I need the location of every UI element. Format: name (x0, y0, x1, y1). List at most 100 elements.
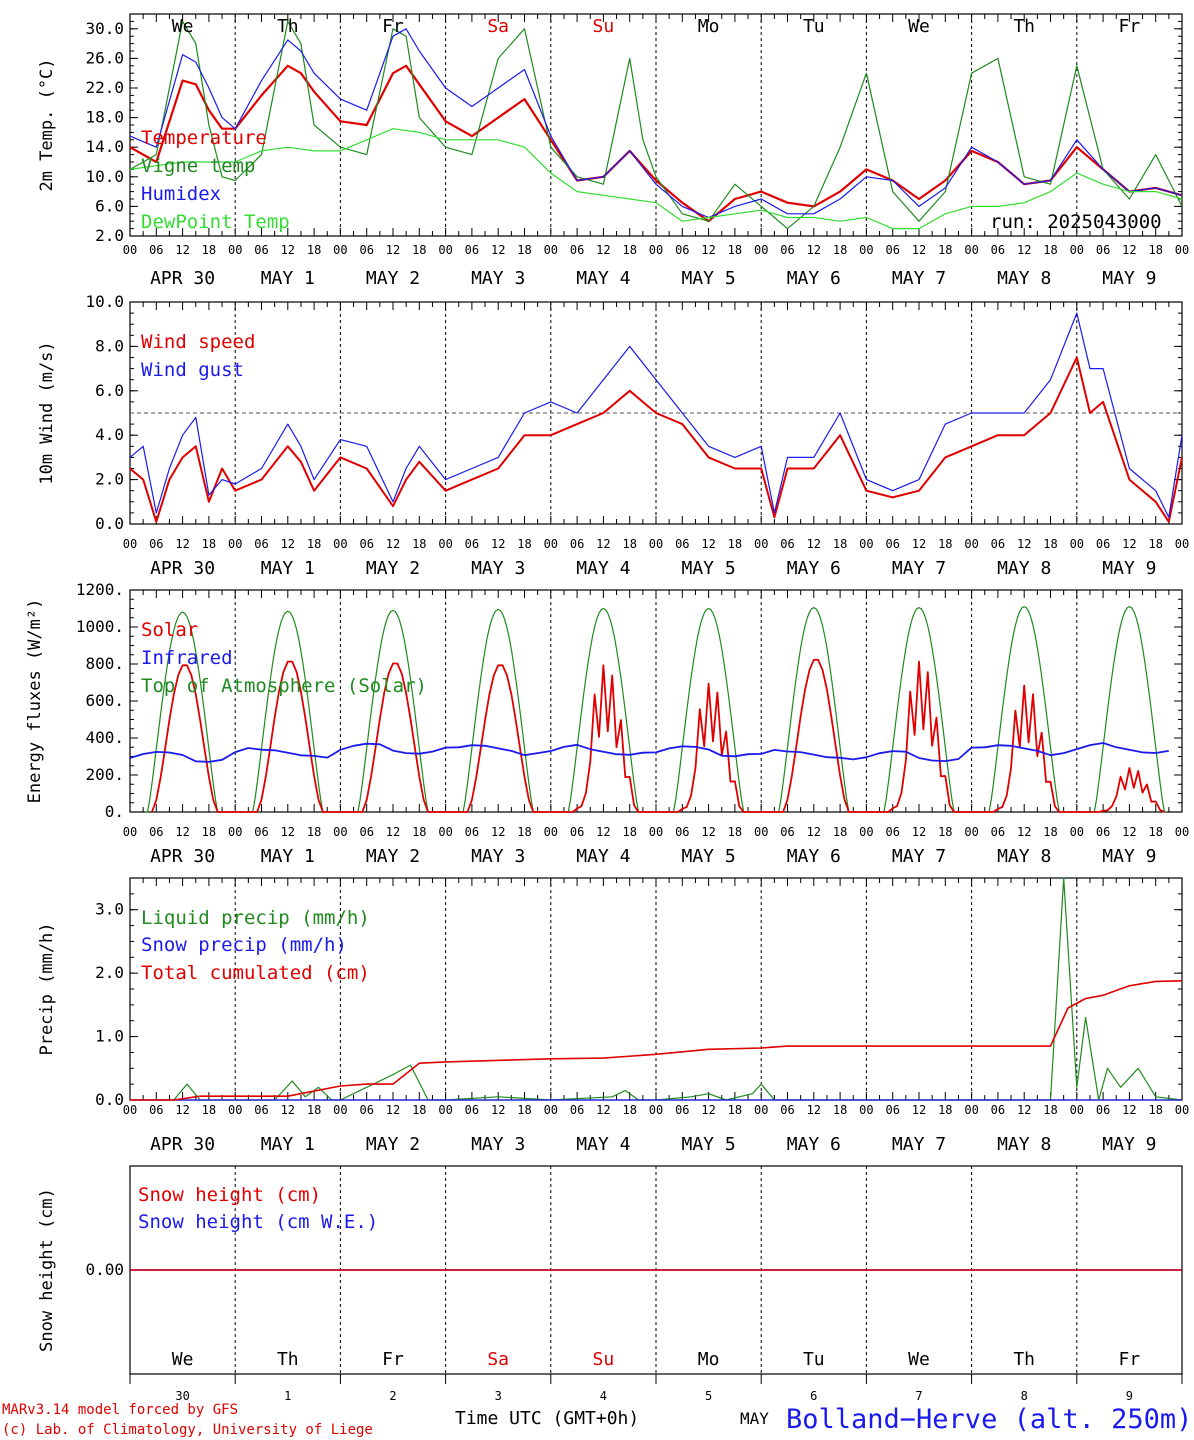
legend-vigne-temp: Vigne temp (141, 155, 255, 177)
hour-label: 12 (1017, 537, 1031, 551)
date-label: MAY 1 (261, 558, 315, 579)
hour-label: 00 (754, 537, 768, 551)
hour-label: 00 (964, 1103, 978, 1117)
legend-solar: Solar (141, 619, 198, 641)
hour-label: 18 (938, 825, 952, 839)
y-axis-title: Precip (mm/h) (37, 922, 57, 1055)
y-tick-label: 400. (85, 728, 124, 747)
hour-label: 12 (1122, 825, 1136, 839)
hour-label: 12 (1122, 537, 1136, 551)
date-label: MAY 2 (366, 846, 420, 867)
day-of-month-label: 6 (810, 1389, 817, 1403)
hour-label: 00 (1175, 537, 1189, 551)
hour-label: 18 (202, 537, 216, 551)
hour-label: 18 (938, 537, 952, 551)
day-of-week-label: Mo (698, 16, 720, 37)
hour-label: 12 (281, 537, 295, 551)
date-label: MAY 8 (997, 558, 1051, 579)
y-tick-label: 26.0 (85, 48, 124, 67)
hour-label: 06 (149, 1103, 163, 1117)
day-of-week-label: Fr (1119, 16, 1141, 37)
hour-label: 18 (307, 243, 321, 257)
hour-label: 00 (754, 1103, 768, 1117)
hour-label: 06 (991, 243, 1005, 257)
hour-label: 18 (517, 1103, 531, 1117)
hour-label: 06 (780, 537, 794, 551)
date-label: MAY 7 (892, 846, 946, 867)
hour-label: 06 (780, 243, 794, 257)
hour-label: 00 (1175, 1103, 1189, 1117)
hour-label: 12 (175, 537, 189, 551)
hour-label: 12 (491, 243, 505, 257)
hour-label: 06 (991, 537, 1005, 551)
x-axis-title: Time UTC (GMT+0h) (455, 1408, 639, 1429)
hour-label: 00 (438, 1103, 452, 1117)
hour-label: 18 (728, 537, 742, 551)
hour-label: 00 (438, 825, 452, 839)
hour-label: 18 (307, 825, 321, 839)
hour-label: 00 (1175, 243, 1189, 257)
series-top-of-atmosphere-solar (145, 605, 1167, 813)
hour-label: 12 (175, 1103, 189, 1117)
hour-label: 00 (123, 825, 137, 839)
hour-label: 12 (491, 1103, 505, 1117)
hour-label: 12 (701, 537, 715, 551)
hour-label: 06 (359, 1103, 373, 1117)
hour-label: 06 (570, 243, 584, 257)
day-of-month-label: 9 (1126, 1389, 1133, 1403)
hour-label: 06 (359, 537, 373, 551)
legend-dewpoint-temp: DewPoint Temp (141, 211, 290, 233)
hour-label: 18 (202, 1103, 216, 1117)
date-label: MAY 5 (682, 558, 736, 579)
date-label: MAY 3 (471, 558, 525, 579)
series-infrared (129, 742, 1169, 763)
hour-label: 06 (780, 825, 794, 839)
hour-label: 06 (675, 1103, 689, 1117)
date-label: MAY 8 (997, 846, 1051, 867)
date-label: APR 30 (150, 268, 215, 289)
day-of-week-label: Fr (382, 1349, 404, 1370)
day-of-week-label: Th (1013, 16, 1035, 37)
hour-label: 00 (438, 537, 452, 551)
series-temperature (129, 64, 1183, 223)
hour-label: 12 (701, 825, 715, 839)
hour-label: 18 (1043, 243, 1057, 257)
date-label: MAY 2 (366, 268, 420, 289)
hour-label: 06 (1096, 243, 1110, 257)
legend-total-cumulated-cm: Total cumulated (cm) (141, 962, 370, 984)
y-tick-label: 0. (105, 802, 124, 821)
hour-label: 00 (964, 825, 978, 839)
hour-label: 18 (307, 537, 321, 551)
y-tick-label: 0.00 (85, 1260, 124, 1279)
hour-label: 00 (754, 825, 768, 839)
hour-label: 00 (859, 825, 873, 839)
day-of-week-label: Su (593, 1349, 615, 1370)
hour-label: 18 (833, 1103, 847, 1117)
legend-snow-precip-mm-h: Snow precip (mm/h) (141, 934, 347, 956)
day-of-week-label: Mo (698, 1349, 720, 1370)
hour-label: 12 (807, 537, 821, 551)
date-label: MAY 3 (471, 1134, 525, 1155)
series-wind-gust (129, 312, 1183, 518)
hour-label: 06 (254, 1103, 268, 1117)
hour-label: 06 (465, 537, 479, 551)
date-label: MAY 9 (1102, 1134, 1156, 1155)
hour-label: 18 (412, 1103, 426, 1117)
hour-label: 12 (701, 243, 715, 257)
y-tick-label: 2.0 (95, 470, 124, 489)
hour-label: 06 (1096, 1103, 1110, 1117)
y-axis-title: 10m Wind (m/s) (37, 341, 57, 484)
hour-label: 18 (517, 825, 531, 839)
day-of-week-label: Sa (487, 16, 509, 37)
hour-label: 00 (438, 243, 452, 257)
hour-label: 18 (1043, 825, 1057, 839)
hour-label: 06 (149, 243, 163, 257)
date-label: MAY 1 (261, 268, 315, 289)
y-tick-label: 10.0 (85, 292, 124, 311)
y-tick-label: 8.0 (95, 336, 124, 355)
date-label: MAY 2 (366, 1134, 420, 1155)
hour-label: 00 (964, 243, 978, 257)
hour-label: 18 (412, 243, 426, 257)
date-label: MAY 1 (261, 1134, 315, 1155)
